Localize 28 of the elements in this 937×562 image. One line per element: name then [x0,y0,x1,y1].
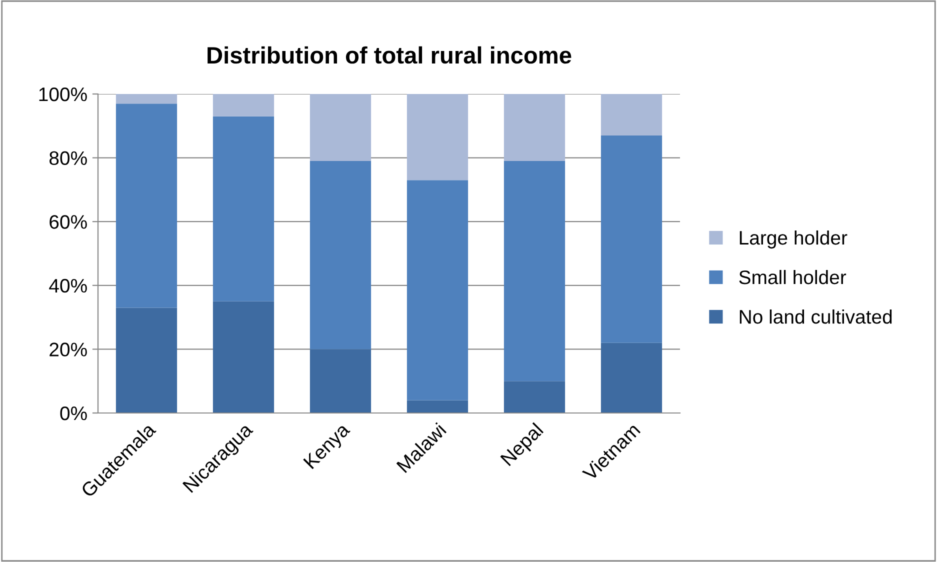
bar [504,381,566,413]
bar [406,400,468,413]
bar [212,116,274,302]
y-tick-label: 0% [60,406,87,420]
bar [406,180,468,400]
y-tick-label: 100% [39,87,87,102]
y-tick-label: 40% [49,278,87,293]
bar [600,94,662,136]
bar [600,135,662,343]
bar [504,94,566,161]
bar [406,94,468,180]
chart-title: Distribution of total rural income [208,46,572,64]
bar [310,349,372,413]
bar [600,342,662,413]
legend-label: No land cultivated [740,309,892,324]
legend-label: Large holder [740,230,848,249]
bar [310,160,372,350]
bar [310,94,372,161]
bar [212,94,274,116]
y-tick-label: 80% [50,151,87,166]
legend-label: Small holder [739,270,846,284]
bar [116,94,178,104]
bar [212,301,274,413]
y-tick-label: 20% [50,342,87,356]
bar [116,308,178,413]
bar [504,160,566,382]
y-tick-label: 60% [50,215,87,229]
bar [116,104,178,308]
